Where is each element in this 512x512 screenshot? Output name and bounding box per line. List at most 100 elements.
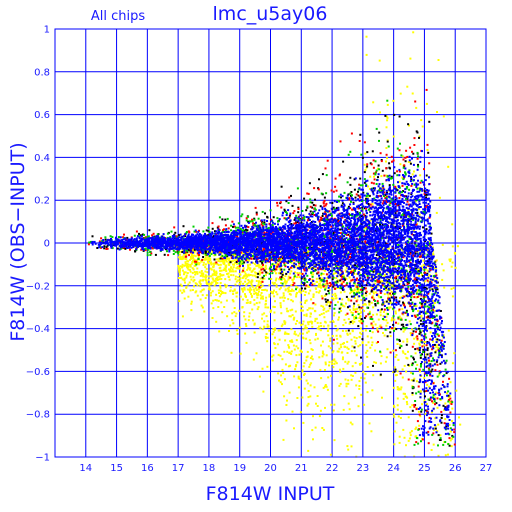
data-point-yellow (401, 368, 404, 371)
data-point-yellow (353, 320, 356, 323)
data-point-yellow (312, 438, 314, 441)
data-point-red (413, 144, 416, 146)
data-point-yellow (241, 270, 244, 273)
data-point-black (124, 247, 127, 250)
data-point-yellow (415, 296, 418, 299)
data-point-black (318, 277, 321, 280)
data-point-black (424, 409, 427, 412)
data-point-yellow (188, 268, 191, 271)
data-point-yellow (221, 311, 224, 314)
data-point-green (278, 259, 281, 262)
data-point-yellow (207, 278, 210, 281)
data-point-yellow (431, 411, 433, 414)
data-point-green (306, 246, 308, 249)
data-point-yellow (308, 307, 311, 310)
data-point-yellow (385, 312, 388, 315)
data-point-yellow (448, 395, 451, 397)
data-point-black (425, 174, 428, 177)
data-point-green (388, 281, 391, 284)
data-point-black (402, 190, 405, 193)
data-point-yellow (355, 315, 357, 318)
data-point-yellow (338, 384, 341, 387)
data-point-yellow (368, 187, 371, 190)
data-point-yellow (260, 296, 263, 299)
data-point-yellow (181, 257, 184, 260)
data-point-black (439, 310, 442, 312)
data-point-black (386, 280, 389, 283)
data-point-yellow (365, 35, 368, 38)
data-point-green (146, 254, 149, 257)
data-point-yellow (282, 294, 285, 297)
data-point-black (398, 346, 401, 349)
data-point-yellow (370, 430, 373, 433)
data-point-green (367, 194, 370, 197)
data-point-red (252, 222, 255, 225)
data-point-yellow (275, 283, 278, 286)
data-point-black (426, 272, 429, 275)
data-point-black (433, 343, 436, 346)
data-point-green (357, 313, 360, 316)
data-point-yellow (198, 263, 201, 266)
data-point-red (309, 205, 312, 208)
data-point-green (422, 210, 425, 213)
data-point-yellow (208, 259, 210, 262)
data-point-yellow (404, 277, 407, 280)
data-point-green (415, 239, 418, 242)
data-point-yellow (303, 372, 306, 375)
data-point-yellow (246, 268, 249, 271)
data-point-red (409, 146, 412, 149)
data-point-yellow (416, 290, 419, 293)
data-point-yellow (320, 277, 323, 280)
data-point-yellow (231, 268, 234, 271)
data-point-yellow (186, 265, 189, 267)
data-point-green (346, 207, 349, 210)
data-point-black (325, 293, 328, 296)
data-point-green (286, 212, 288, 215)
data-point-yellow (240, 263, 243, 266)
data-point-yellow (179, 265, 182, 268)
data-point-yellow (244, 323, 247, 325)
data-point-yellow (304, 324, 307, 327)
data-point-yellow (321, 352, 324, 354)
data-point-yellow (217, 306, 220, 308)
data-point-red (389, 202, 392, 204)
data-point-yellow (282, 372, 285, 374)
data-point-yellow (185, 262, 188, 265)
data-point-black (425, 196, 428, 199)
data-point-black (392, 323, 395, 326)
data-point-yellow (255, 275, 258, 278)
data-point-red (323, 205, 326, 208)
data-point-green (339, 243, 342, 246)
data-point-yellow (186, 260, 189, 263)
data-point-red (429, 374, 432, 377)
data-point-yellow (427, 275, 430, 278)
data-point-yellow (387, 296, 390, 299)
data-point-yellow (204, 263, 207, 266)
data-point-black (416, 211, 419, 214)
data-point-red (298, 222, 301, 225)
data-point-yellow (317, 291, 320, 294)
data-point-yellow (318, 262, 321, 265)
data-point-red (313, 214, 316, 216)
data-point-yellow (248, 280, 251, 283)
data-point-yellow (188, 281, 191, 284)
data-point-black (264, 212, 266, 215)
data-point-yellow (200, 304, 203, 307)
data-point-yellow (318, 356, 321, 359)
data-point-yellow (449, 258, 452, 261)
data-point-yellow (359, 308, 362, 311)
data-point-black (287, 260, 290, 263)
data-point-green (285, 211, 287, 214)
data-point-yellow (283, 395, 286, 398)
data-point-black (398, 338, 401, 341)
data-point-yellow (179, 250, 181, 253)
data-point-black (405, 343, 408, 346)
data-point-red (395, 275, 398, 278)
data-point-red (371, 288, 374, 291)
data-point-yellow (213, 284, 216, 287)
data-point-yellow (252, 261, 254, 264)
data-point-black (409, 162, 412, 165)
data-point-black (256, 248, 258, 251)
data-point-yellow (274, 327, 277, 330)
data-point-red (366, 276, 369, 279)
